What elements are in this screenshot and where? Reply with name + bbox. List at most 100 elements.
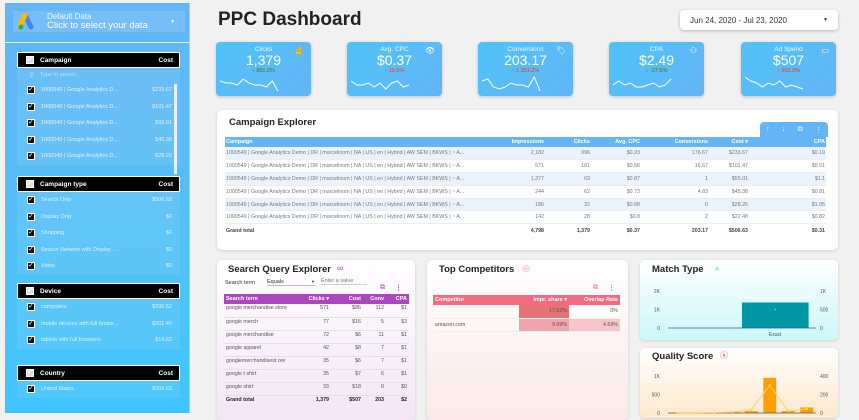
table-row[interactable]: 1000549 | Google Analytics Demo | DR | m… bbox=[225, 198, 826, 211]
total-cell: 1,379 bbox=[294, 395, 331, 408]
export-icon[interactable]: ⧉ bbox=[798, 126, 803, 134]
filter-item[interactable]: ✓1000549 | Google Analytics D...$101.47 bbox=[17, 99, 180, 116]
table-cell: 77 bbox=[294, 317, 331, 330]
filter-item[interactable]: ✓Video$0 bbox=[17, 258, 180, 275]
filter-item[interactable]: ✓Shopping$0 bbox=[17, 225, 180, 242]
table-row[interactable]: 1000549 | Google Analytics Demo | DR | m… bbox=[225, 185, 826, 198]
line-point[interactable] bbox=[750, 409, 752, 411]
column-header[interactable]: Overlap Rate bbox=[569, 295, 620, 305]
filter-item[interactable]: ✓1000549 | Google Analytics D...$45.38 bbox=[17, 132, 180, 149]
chevron-down-icon: ▼ bbox=[823, 17, 828, 23]
sort-descending-icon[interactable]: ↓ bbox=[782, 126, 786, 133]
checkbox-checked[interactable]: ✓ bbox=[27, 119, 35, 127]
column-header[interactable]: CPA bbox=[780, 137, 826, 147]
checkbox-checked[interactable]: ✓ bbox=[27, 196, 35, 204]
filter-search-input[interactable]: ⚲Type to search bbox=[17, 68, 180, 82]
filter-item-value: $506.63 bbox=[152, 386, 172, 392]
select-all-checkbox[interactable]: ✓ bbox=[26, 287, 34, 295]
checkbox-checked[interactable]: ✓ bbox=[27, 136, 35, 144]
more-options-icon[interactable]: ⋮ bbox=[608, 284, 615, 292]
column-header[interactable]: Avg. CPC bbox=[591, 137, 641, 147]
checkbox-checked[interactable]: ✓ bbox=[27, 152, 35, 160]
column-header[interactable] bbox=[749, 137, 780, 147]
filter-item-label: 1000549 | Google Analytics D... bbox=[41, 120, 155, 126]
column-header[interactable]: Impressions bbox=[505, 137, 545, 147]
filter-item[interactable]: ✓Display Only$0 bbox=[17, 209, 180, 226]
table-row[interactable]: 1000549 | Google Analytics Demo | DR | m… bbox=[225, 160, 826, 173]
line-point[interactable] bbox=[769, 384, 771, 386]
export-icon[interactable]: ⧉ bbox=[380, 284, 385, 292]
table-cell bbox=[749, 198, 780, 211]
select-all-checkbox[interactable]: ✓ bbox=[26, 369, 34, 377]
filter-item[interactable]: ✓1000549 | Google Analytics D...$55.01 bbox=[17, 115, 180, 132]
checkbox-checked[interactable]: ✓ bbox=[27, 229, 35, 237]
filter-item[interactable]: ✓United States$506.63 bbox=[17, 381, 180, 398]
filter-item[interactable]: ✓Search Network with Display ...$0 bbox=[17, 242, 180, 259]
column-header[interactable]: Conversions bbox=[641, 137, 709, 147]
filter-title: Campaign bbox=[40, 57, 159, 64]
operator-select[interactable]: Equals▼ bbox=[267, 279, 315, 286]
bar[interactable] bbox=[742, 302, 809, 328]
column-header[interactable]: CPA bbox=[386, 294, 409, 304]
line-point[interactable] bbox=[775, 309, 776, 310]
select-all-checkbox[interactable]: ✓ bbox=[26, 180, 34, 188]
column-header[interactable]: Search term bbox=[224, 294, 294, 304]
column-header[interactable]: Clicks ▾ bbox=[294, 294, 331, 304]
column-header[interactable]: Impr. share ▾ bbox=[519, 295, 569, 305]
filter-item[interactable]: ✓tablets with full browsers$14.62 bbox=[17, 332, 180, 349]
bar[interactable] bbox=[763, 378, 776, 413]
checkbox-checked[interactable]: ✓ bbox=[27, 320, 35, 328]
column-header[interactable]: Conv bbox=[363, 294, 386, 304]
checkbox-checked[interactable]: ✓ bbox=[27, 246, 35, 254]
column-header[interactable]: Cost bbox=[331, 294, 363, 304]
date-range-picker[interactable]: Jun 24, 2020 - Jul 23, 2020▼ bbox=[680, 10, 838, 30]
filter-item[interactable]: ✓1000549 | Google Analytics D...$233.67 bbox=[17, 82, 180, 99]
column-header[interactable]: Clicks bbox=[545, 137, 591, 147]
scrollbar[interactable] bbox=[174, 84, 177, 174]
column-header[interactable]: Competitor bbox=[433, 295, 519, 305]
table-row[interactable]: 1000549 | Google Analytics Demo | DR | m… bbox=[225, 173, 826, 186]
more-options-icon[interactable]: ⋮ bbox=[395, 284, 402, 292]
column-header[interactable]: Cost ▾ bbox=[709, 137, 749, 147]
line-point[interactable] bbox=[787, 410, 789, 412]
table-row[interactable]: 1000549 | Google Analytics Demo | DR | m… bbox=[225, 147, 826, 160]
checkbox-checked[interactable]: ✓ bbox=[27, 86, 35, 94]
filter-item[interactable]: ✓computers$290.52 bbox=[17, 299, 180, 316]
table-row[interactable]: 17.62%0% bbox=[433, 305, 620, 318]
table-cell: $6 bbox=[331, 330, 363, 343]
checkbox-checked[interactable]: ✓ bbox=[27, 103, 35, 111]
filter-item[interactable]: ✓mobile devices with full brows...$201.4… bbox=[17, 316, 180, 333]
filter-item[interactable]: ✓Search Only$506.63 bbox=[17, 192, 180, 209]
checkbox-checked[interactable]: ✓ bbox=[27, 262, 35, 270]
y2-tick: 500 bbox=[820, 308, 829, 314]
search-term-value-input[interactable] bbox=[321, 278, 367, 285]
more-options-icon[interactable]: ⋮ bbox=[815, 126, 822, 134]
sort-ascending-icon[interactable]: ↑ bbox=[766, 126, 770, 133]
checkbox-checked[interactable]: ✓ bbox=[27, 336, 35, 344]
column-header[interactable]: Campaign bbox=[225, 137, 505, 147]
checkbox-checked[interactable]: ✓ bbox=[27, 385, 35, 393]
select-all-checkbox[interactable]: ✓ bbox=[26, 56, 34, 64]
table-cell: $0 bbox=[386, 382, 409, 395]
table-row[interactable]: 1000549 | Google Analytics Demo | DR | m… bbox=[225, 211, 826, 224]
checkbox-checked[interactable]: ✓ bbox=[27, 213, 35, 221]
export-icon[interactable]: ⧉ bbox=[593, 284, 598, 292]
table-cell bbox=[749, 160, 780, 173]
checkbox-checked[interactable]: ✓ bbox=[27, 303, 35, 311]
total-cell: $2 bbox=[386, 395, 409, 408]
filter-item[interactable]: ✓1000549 | Google Analytics D...$28.26 bbox=[17, 148, 180, 165]
line-point[interactable] bbox=[806, 408, 808, 410]
